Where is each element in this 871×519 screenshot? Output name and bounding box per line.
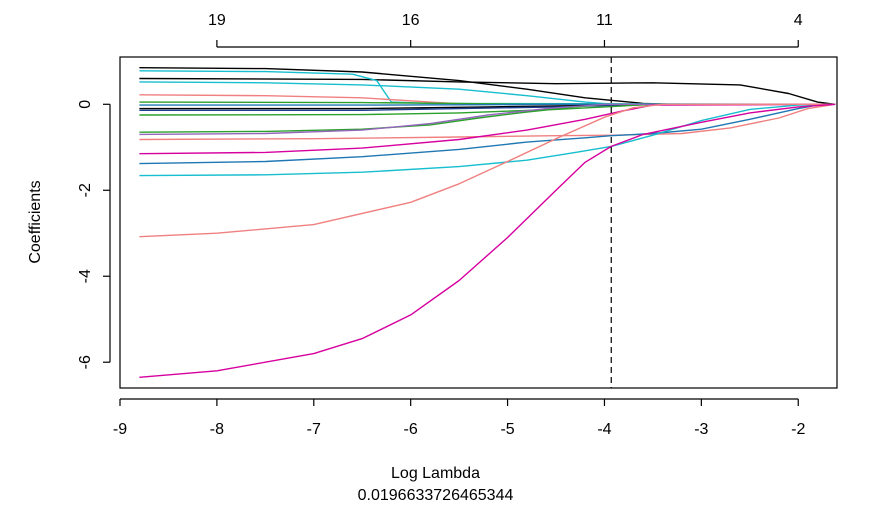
series-path-salmon-3 [139, 103, 836, 238]
top-axis: 19 16 11 4 [208, 12, 803, 48]
series-path-cyan-1 [139, 70, 836, 106]
x-tick-label: -5 [500, 421, 514, 438]
series-path-magenta-2 [139, 103, 836, 378]
x-tick-label: -2 [791, 421, 805, 438]
x-tick-label: -9 [113, 421, 127, 438]
y-axis: -6 -4 -2 0 [77, 100, 111, 369]
x-tick-label: -4 [597, 421, 611, 438]
top-tick-label: 19 [208, 12, 226, 29]
series-path-blue-2 [139, 103, 836, 165]
x-tick-label: -8 [210, 421, 224, 438]
y-tick-label: -6 [77, 355, 94, 369]
y-axis-title: Coefficients [27, 180, 44, 263]
top-tick-label: 16 [402, 12, 420, 29]
y-tick-label: -4 [77, 269, 94, 283]
top-tick-label: 11 [596, 12, 613, 29]
y-tick-label: 0 [77, 100, 94, 109]
series-path-purple-1 [139, 103, 836, 136]
plot-series-group [139, 67, 836, 378]
series-path-black-2 [139, 77, 836, 105]
series-path-black-1 [139, 67, 836, 106]
top-tick-label: 4 [794, 12, 803, 29]
x-axis: -9 -8 -7 -6 -5 -4 -3 -2 [113, 398, 805, 438]
plot-frame [119, 56, 838, 389]
x-tick-label: -6 [404, 421, 418, 438]
y-tick-label: -2 [77, 183, 94, 197]
series-path-cyan-3 [139, 103, 836, 177]
x-tick-label: -7 [307, 421, 321, 438]
x-axis-title: Log Lambda [391, 465, 480, 482]
x-tick-label: -3 [694, 421, 708, 438]
chart-subtitle: 0.0196633726465344 [357, 487, 514, 504]
